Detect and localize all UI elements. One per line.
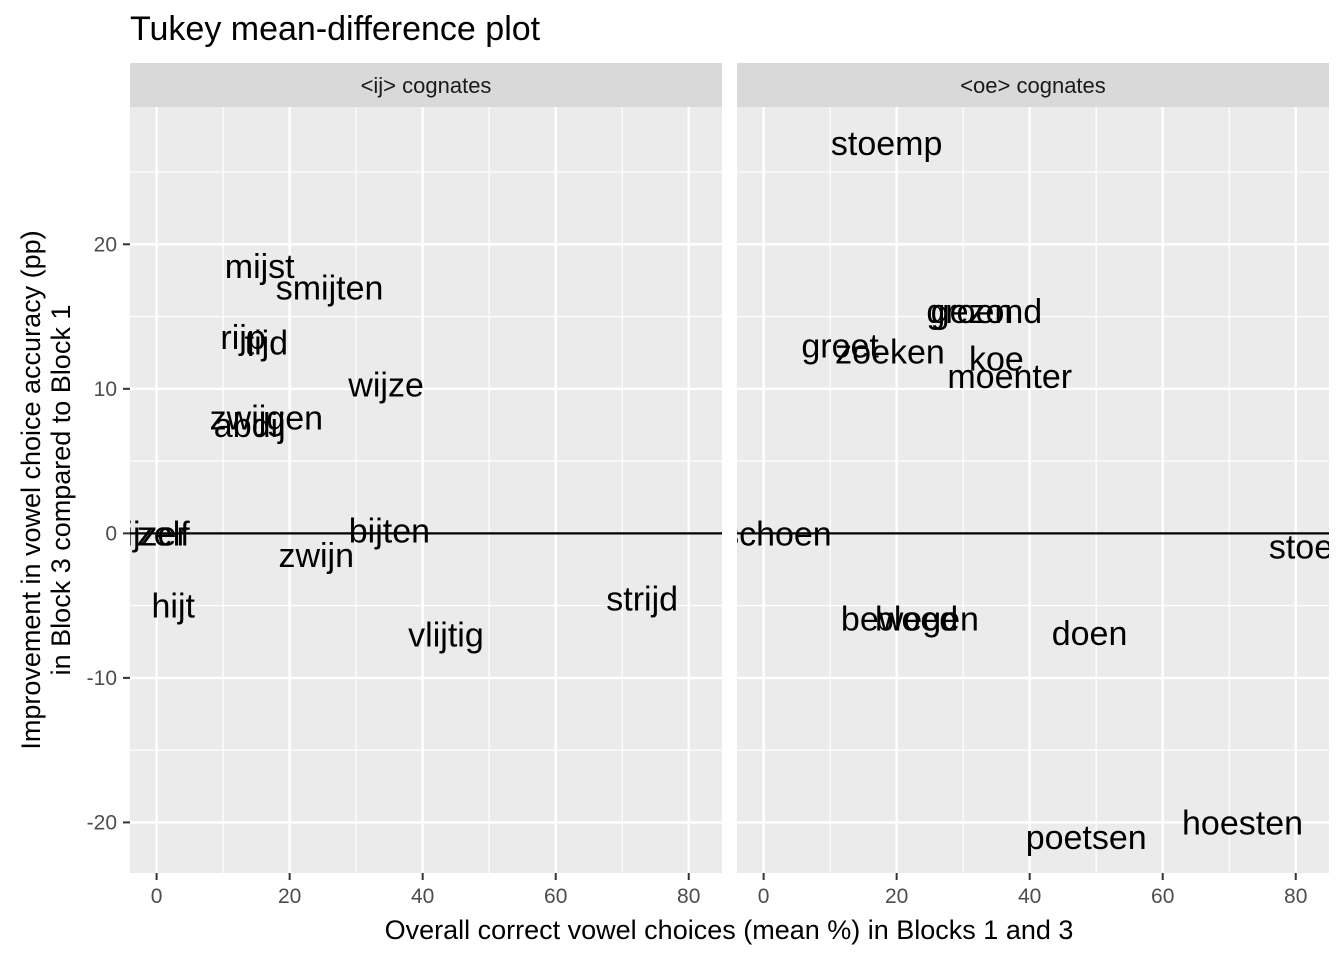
point-label-groet: groet — [801, 327, 879, 365]
x-tick-label: 20 — [278, 885, 301, 908]
y-axis-title-line-2: in Block 3 compared to Block 1 — [46, 305, 76, 676]
y-tick-label: 10 — [94, 378, 117, 401]
point-label-stoet: stoet — [1269, 528, 1343, 566]
point-label-doen: doen — [1052, 615, 1128, 653]
y-axis-title: Improvement in vowel choice accuracy (pp… — [16, 230, 76, 749]
point-label-ijzer: ijzer — [125, 515, 187, 553]
x-tick-label: 0 — [758, 885, 770, 908]
point-label-koe: koe — [969, 340, 1024, 378]
point-label-groen: groen — [926, 293, 1013, 331]
point-label-zelf: zelf — [137, 515, 190, 553]
x-axis: 0 20 40 60 80 0 20 40 60 80 — [151, 873, 1307, 908]
x-tick-label: 40 — [1018, 885, 1041, 908]
y-tick-label: 20 — [94, 233, 117, 256]
point-label-strijd: strijd — [606, 580, 678, 618]
point-label-zwijgen: zwijgen — [210, 400, 323, 438]
x-tick-label: 60 — [1151, 885, 1174, 908]
y-axis-title-line-1: Improvement in vowel choice accuracy (pp… — [16, 230, 46, 749]
facet-strip — [737, 63, 1329, 107]
x-tick-label: 60 — [544, 885, 567, 908]
panel-1: <ij> cognatesmijstsmijtenrijptijdwijzezw… — [125, 63, 722, 873]
y-axis: -20 -10 0 10 20 — [87, 233, 130, 834]
point-label-stoemp: stoemp — [831, 125, 943, 163]
panel-background — [130, 107, 722, 873]
facet-strip — [130, 63, 722, 107]
y-tick-label: 0 — [105, 522, 117, 545]
point-label-bijten: bijten — [349, 512, 430, 550]
point-label-rijp: rijp — [220, 319, 265, 357]
x-tick-label: 0 — [151, 885, 163, 908]
point-label-zwijn: zwijn — [278, 537, 354, 575]
point-label-hijt: hijt — [152, 588, 196, 626]
y-tick-label: -20 — [87, 811, 117, 834]
panel-background — [737, 107, 1329, 873]
point-label-tijd: tijd — [245, 325, 288, 363]
point-label-abdij: abdij — [214, 407, 286, 445]
point-label-bloed: bloed — [875, 601, 958, 639]
x-tick-label: 80 — [677, 885, 700, 908]
point-label-smijten: smijten — [276, 270, 384, 308]
x-tick-label: 40 — [411, 885, 434, 908]
chart-title: Tukey mean-difference plot — [130, 10, 541, 48]
facet-strip-label: <ij> cognates — [361, 73, 492, 98]
point-label-schoen: schoen — [722, 515, 832, 553]
point-label-zoeken: zoeken — [835, 333, 945, 371]
y-tick-label: -10 — [87, 667, 117, 690]
point-label-wijze: wijze — [347, 366, 424, 404]
x-axis-title: Overall correct vowel choices (mean %) i… — [385, 915, 1074, 945]
point-label-vlijtig: vlijtig — [408, 617, 484, 655]
point-label-moenter: moenter — [947, 358, 1072, 396]
point-label-poetsen: poetsen — [1026, 819, 1147, 857]
point-label-hoesten: hoesten — [1182, 804, 1303, 842]
point-label-bewegen: bewegen — [841, 601, 979, 639]
panels: <ij> cognatesmijstsmijtenrijptijdwijzezw… — [125, 63, 1343, 873]
x-tick-label: 20 — [885, 885, 908, 908]
x-tick-label: 80 — [1284, 885, 1307, 908]
point-label-mijst: mijst — [225, 248, 295, 286]
point-label-gezond: gezond — [931, 293, 1043, 331]
facet-strip-label: <oe> cognates — [960, 73, 1106, 98]
